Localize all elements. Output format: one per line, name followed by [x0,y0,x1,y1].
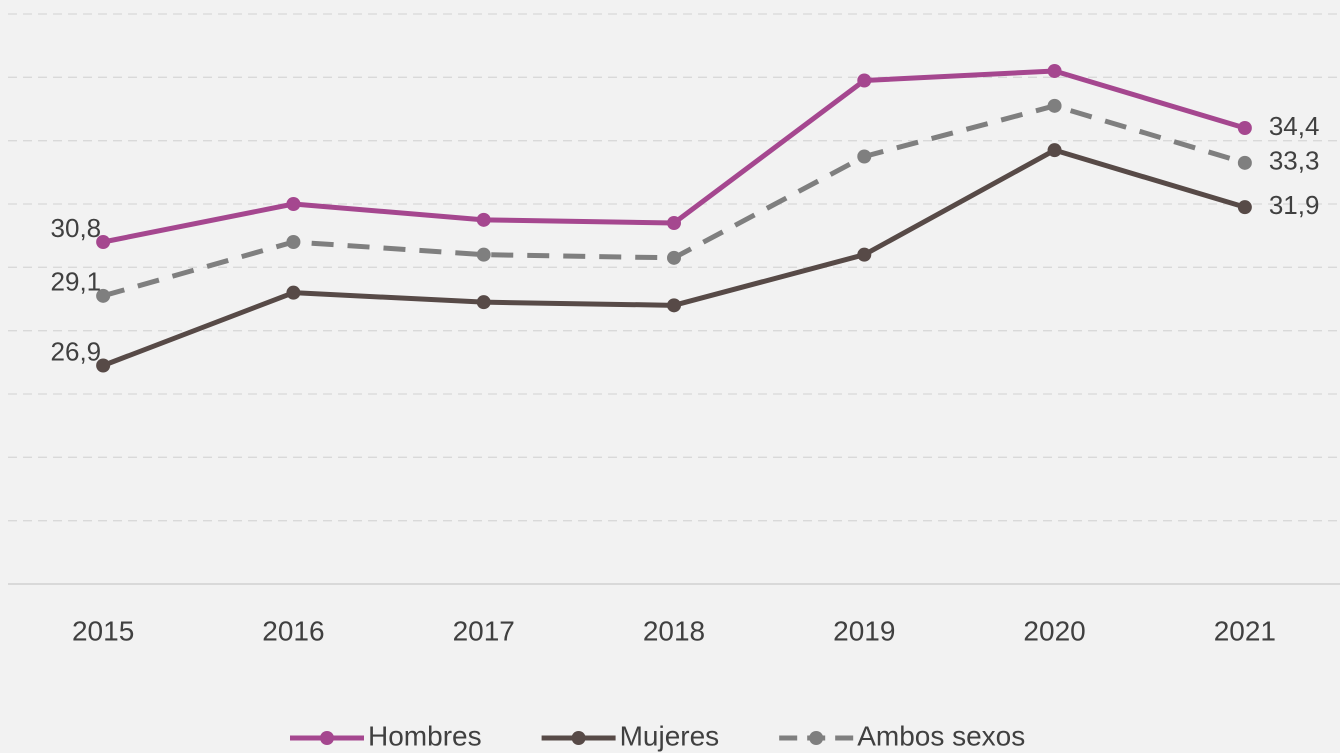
point [96,235,111,249]
legend-marker [809,731,824,745]
x-tick-label: 2016 [262,615,324,646]
x-tick-label: 2018 [643,615,705,646]
point [286,285,301,300]
point [1047,98,1062,113]
point [857,149,872,164]
point [857,73,872,88]
point [1047,64,1062,78]
point [286,235,301,249]
point [1237,200,1252,215]
legend-label: Mujeres [620,720,720,751]
x-tick-label: 2015 [72,615,134,646]
legend-label: Hombres [368,720,482,751]
data-label: 33,3 [1269,146,1320,176]
legend-marker [571,731,586,745]
point [96,288,111,303]
point [96,358,111,373]
point [476,212,491,227]
point [476,295,491,310]
x-tick-label: 2017 [453,615,515,646]
legend-label: Ambos sexos [857,720,1025,751]
x-tick-label: 2020 [1023,615,1085,646]
legend-marker [320,731,334,745]
point [1047,143,1062,158]
point [667,298,681,313]
point [667,216,681,230]
data-label: 30,8 [51,213,102,243]
data-label: 29,1 [51,267,102,297]
data-label: 34,4 [1269,111,1320,141]
x-tick-label: 2019 [833,615,895,646]
point [286,197,301,211]
point [476,247,491,262]
data-label: 31,9 [1269,190,1320,220]
x-tick-label: 2021 [1214,615,1276,646]
point [857,247,872,262]
data-label: 26,9 [51,336,102,366]
point [667,250,681,265]
point [1237,121,1252,135]
point [1237,155,1252,170]
